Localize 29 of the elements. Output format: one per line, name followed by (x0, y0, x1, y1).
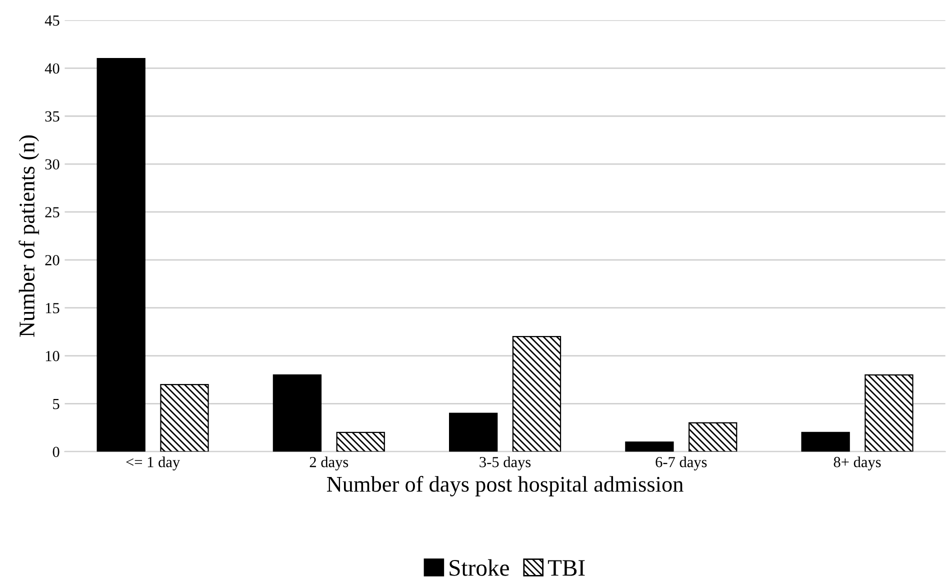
bar (336, 432, 385, 452)
y-tick-label: 45 (44, 16, 60, 26)
y-tick-label: 5 (53, 398, 60, 410)
x-tick-label: <= 1 day (126, 456, 180, 470)
y-tick-label: 15 (46, 303, 60, 314)
y-tick-label: 30 (45, 159, 60, 170)
bar (688, 422, 738, 452)
bar (449, 412, 498, 452)
bar (625, 441, 674, 452)
y-axis-title: Number of patients (n) (18, 135, 40, 337)
x-tick-label: 3-5 days (480, 456, 531, 470)
y-tick-label: 35 (45, 111, 60, 122)
x-axis-title: Number of days post hospital admission (326, 476, 684, 496)
x-tick-label: 6-7 days (656, 456, 707, 470)
y-tick-label: 20 (45, 255, 60, 266)
y-tick-label: 10 (46, 350, 60, 362)
bar (864, 374, 914, 452)
bar (801, 432, 850, 452)
legend-label: Stroke (450, 559, 509, 576)
y-tick-label: 0 (52, 446, 60, 458)
bar (272, 374, 322, 452)
legend-label: TBI (548, 560, 585, 576)
x-tick-label: 2 days (310, 456, 348, 470)
bar (512, 336, 562, 452)
x-tick-label: 8+ days (834, 456, 881, 470)
y-tick-label: 40 (44, 63, 60, 74)
y-tick-label: 25 (45, 207, 60, 218)
bar (96, 58, 146, 452)
bar (160, 384, 209, 452)
